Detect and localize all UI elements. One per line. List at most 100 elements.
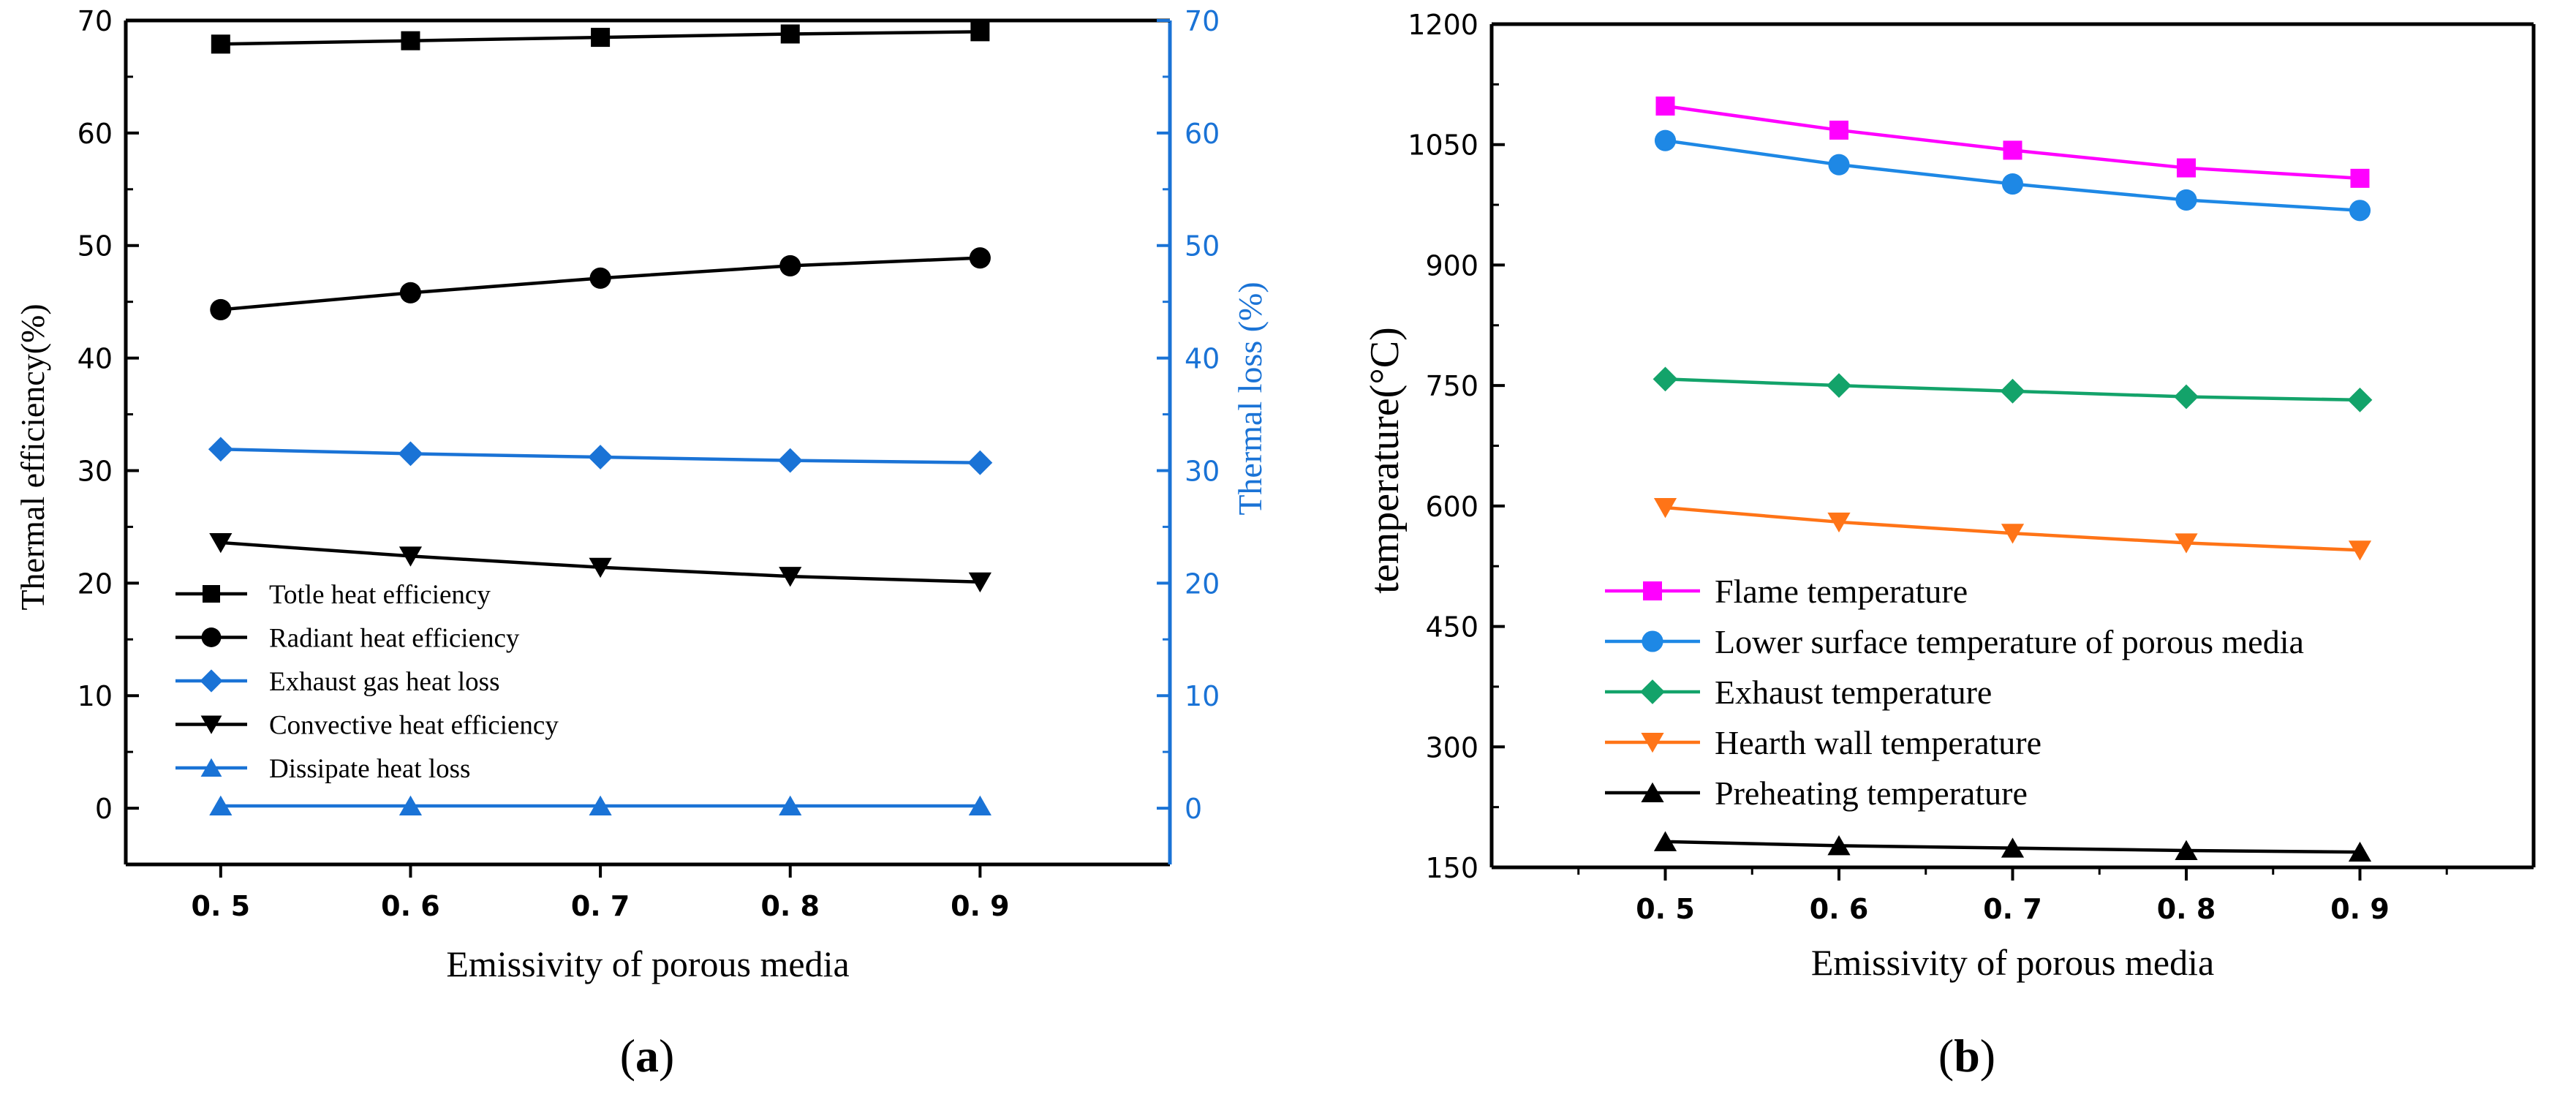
x-tick-label: 0. 6 <box>1810 893 1869 925</box>
data-point <box>1653 498 1677 519</box>
data-point <box>779 795 802 815</box>
data-point <box>2175 840 2198 860</box>
x-tick-label: 0. 7 <box>571 890 630 922</box>
data-point <box>2348 841 2372 862</box>
legend-marker <box>200 758 222 777</box>
legend-marker <box>200 669 223 693</box>
data-point <box>211 34 230 54</box>
data-point <box>398 441 423 467</box>
right-y-tick-label: 60 <box>1185 118 1220 150</box>
data-point <box>2001 837 2025 858</box>
x-axis-label: Emissivity of porous media <box>446 943 849 984</box>
data-point <box>1653 831 1677 851</box>
legend-label: Hearth wall temperature <box>1715 724 2041 761</box>
data-point <box>1827 373 1851 399</box>
data-point <box>399 795 423 815</box>
y-tick-label: 70 <box>78 5 113 37</box>
y-tick-label: 900 <box>1425 249 1478 282</box>
y-tick-label: 10 <box>78 680 113 712</box>
right-y-tick-label: 0 <box>1185 793 1202 825</box>
x-tick-label: 0. 9 <box>951 890 1010 922</box>
legend-label: Exhaust temperature <box>1715 674 1992 711</box>
data-point <box>1827 835 1851 856</box>
x-tick-label: 0. 8 <box>760 890 820 922</box>
x-tick-label: 0. 6 <box>381 890 440 922</box>
legend-label: Dissipate heat loss <box>269 754 470 784</box>
chart-panel-b: 150 300 450 600 750 900 1050 1200 0. 5 0. 6 0. 7 0.… <box>1362 9 2536 1082</box>
data-point <box>2347 388 2373 412</box>
data-point <box>589 267 611 289</box>
right-y-tick-label: 50 <box>1185 230 1220 263</box>
y-tick-label: 20 <box>78 568 113 600</box>
data-point <box>589 795 612 815</box>
data-point <box>401 31 420 50</box>
legend-label: Totle heat efficiency <box>269 580 491 610</box>
data-point <box>208 437 233 462</box>
data-point <box>588 445 613 470</box>
y-tick-label: 300 <box>1425 731 1478 764</box>
x-tick-label: 0. 9 <box>2330 893 2390 925</box>
data-point <box>968 572 992 593</box>
legend-label: Radiant heat efficiency <box>269 623 520 653</box>
x-tick-label: 0. 7 <box>1983 893 2042 925</box>
data-point <box>1829 120 1848 140</box>
data-point <box>1828 154 1850 176</box>
x-tick-label: 0. 5 <box>1636 893 1695 925</box>
y-tick-label: 30 <box>78 455 113 487</box>
legend-label: Preheating temperature <box>1715 774 2028 812</box>
legend-marker <box>200 715 222 734</box>
legend-marker <box>1640 679 1665 704</box>
right-y-axis-label: Thermal loss (%) <box>1231 282 1269 515</box>
legend-marker <box>1642 630 1663 652</box>
data-point <box>2349 200 2371 222</box>
data-point <box>2174 384 2199 410</box>
y-tick-label: 750 <box>1425 370 1478 402</box>
data-point <box>780 24 800 44</box>
right-y-tick-label: 30 <box>1185 455 1220 487</box>
data-point <box>2348 540 2372 561</box>
data-point <box>1654 129 1677 151</box>
panel-label: (a) <box>620 1030 675 1082</box>
legend-marker <box>201 627 222 647</box>
legend-marker <box>1641 782 1664 802</box>
legend-label: Lower surface temperature of porous medi… <box>1715 623 2304 660</box>
data-point <box>209 532 233 554</box>
data-point <box>1655 97 1675 116</box>
data-point <box>591 28 611 48</box>
y-tick-label: 600 <box>1425 491 1478 523</box>
y-tick-label: 450 <box>1425 611 1478 644</box>
data-point <box>970 22 990 42</box>
data-point <box>2350 168 2370 188</box>
right-y-tick-label: 40 <box>1185 343 1220 375</box>
x-tick-label: 0. 5 <box>192 890 251 922</box>
data-point <box>777 448 803 473</box>
y-tick-label: 0 <box>95 793 113 825</box>
data-point <box>2001 173 2024 195</box>
data-point <box>210 298 232 320</box>
data-point <box>1827 512 1851 533</box>
data-point <box>2175 533 2198 554</box>
data-point <box>589 557 612 578</box>
x-tick-label: 0. 8 <box>2157 893 2216 925</box>
data-point <box>779 567 802 587</box>
panel-label: (b) <box>1938 1030 1995 1082</box>
data-point <box>1653 366 1678 392</box>
legend-label: Flame temperature <box>1715 573 1968 610</box>
y-axis-label: temperature(°C) <box>1362 327 1408 593</box>
right-y-tick-label: 10 <box>1185 680 1220 712</box>
data-point <box>969 247 991 269</box>
data-point <box>209 795 233 815</box>
right-y-tick-label: 70 <box>1185 5 1220 37</box>
data-point <box>2001 524 2025 544</box>
chart-panel-a: 0 10 20 30 40 50 60 70 0 10 20 30 40 50 60 70 Thermal lo… <box>14 5 1269 1082</box>
legend-label: Exhaust gas heat loss <box>269 667 499 697</box>
y-tick-label: 1200 <box>1408 9 1478 41</box>
y-tick-label: 150 <box>1425 852 1478 884</box>
legend-label: Convective heat efficiency <box>269 710 559 740</box>
legend-marker <box>1641 733 1664 753</box>
y-axis-label: Thermal efficiency(%) <box>14 304 51 610</box>
legend-marker <box>1643 581 1662 600</box>
data-point <box>779 255 801 276</box>
data-point <box>2003 140 2022 160</box>
y-tick-label: 60 <box>78 118 113 150</box>
